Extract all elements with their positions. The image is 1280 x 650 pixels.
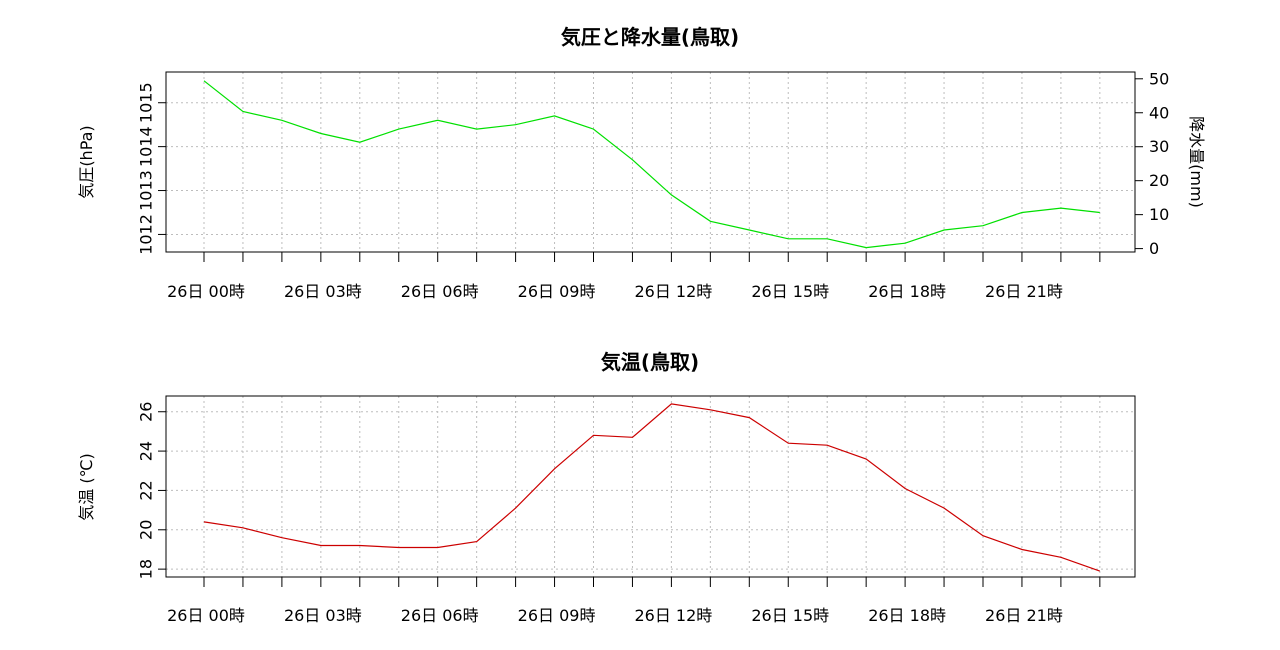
y-tick-label: 24 [137,441,156,461]
temperature-chart: 気温(鳥取) 気温 (℃) 18 20 22 24 26 26日 00時 26日 03時 26… [77,350,1136,625]
y-tick-label: 26 [137,402,156,422]
y2-tick-label: 10 [1149,205,1169,224]
y-tick-label: 20 [137,520,156,540]
x-tick-label: 26日 00時 [167,282,245,301]
x-tick-label: 26日 15時 [751,606,829,625]
x-tick-label: 26日 09時 [518,282,596,301]
chart-title-pressure: 気圧と降水量(鳥取) [561,25,739,49]
x-tick-label: 26日 06時 [401,606,479,625]
y2-tick-label: 20 [1149,171,1169,190]
pressure-precipitation-chart: 気圧と降水量(鳥取) 気圧(hPa) 降水量(mm) 1012 1013 1014 1… [77,25,1206,301]
x-tick-label: 26日 18時 [868,606,946,625]
plot-frame [165,395,1136,578]
y-axis-label-pressure: 気圧(hPa) [77,125,96,198]
y-tick-label: 1015 [137,82,156,123]
x-tick-label: 26日 12時 [634,606,712,625]
y2-axis-label-precipitation: 降水量(mm) [1187,116,1206,208]
plot-frame [165,71,1136,253]
x-tick-label: 26日 03時 [284,606,362,625]
pressure-line [203,80,1100,249]
y-tick-label: 1012 [137,214,156,255]
x-tick-label: 26日 21時 [985,282,1063,301]
y-tick-label: 1014 [137,126,156,167]
y-axis-label-temperature: 気温 (℃) [77,453,96,521]
x-tick-label: 26日 15時 [751,282,829,301]
y2-tick-label: 30 [1149,137,1169,156]
x-tick-label: 26日 00時 [167,606,245,625]
x-tick-label: 26日 21時 [985,606,1063,625]
y2-tick-label: 40 [1149,103,1169,122]
x-tick-label: 26日 06時 [401,282,479,301]
x-tick-label: 26日 09時 [518,606,596,625]
y2-tick-label: 50 [1149,69,1169,88]
y2-tick-label: 0 [1149,239,1159,258]
y-tick-label: 18 [137,559,156,579]
y-tick-label: 22 [137,480,156,500]
temperature-line [203,403,1101,572]
chart-title-temperature: 気温(鳥取) [601,350,699,374]
x-tick-label: 26日 18時 [868,282,946,301]
x-tick-label: 26日 03時 [284,282,362,301]
x-tick-label: 26日 12時 [634,282,712,301]
y-tick-label: 1013 [137,170,156,211]
